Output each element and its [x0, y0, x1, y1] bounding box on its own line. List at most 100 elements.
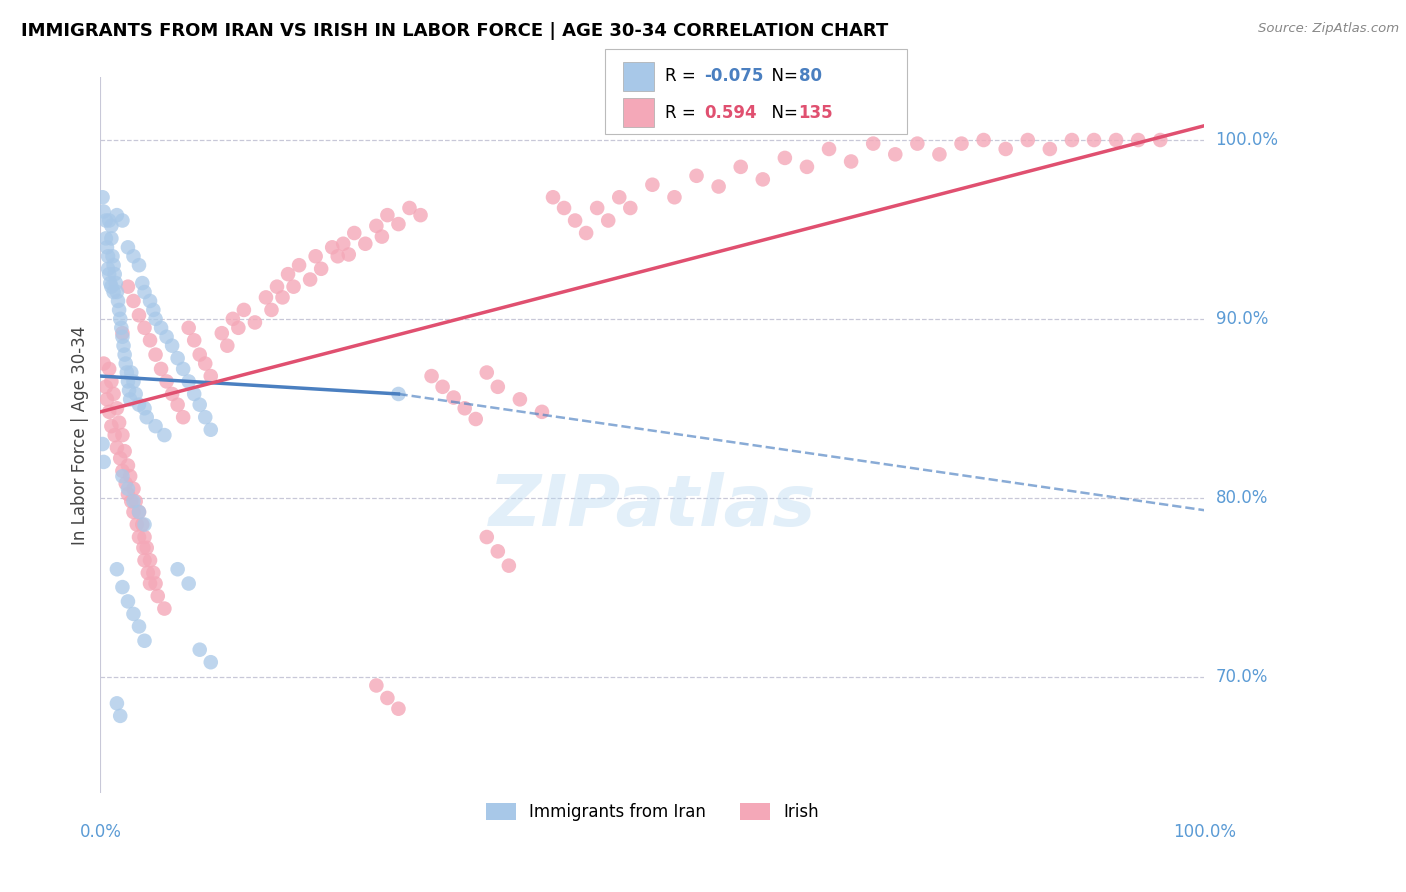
Point — [108, 302, 131, 317]
Point — [128, 505, 150, 519]
Point — [110, 320, 132, 334]
Point — [93, 204, 115, 219]
Point — [100, 375, 122, 389]
Point — [200, 423, 222, 437]
Point — [387, 217, 409, 231]
Point — [125, 494, 148, 508]
Point — [277, 267, 299, 281]
Point — [200, 369, 222, 384]
Point — [117, 458, 139, 473]
Text: 100.0%: 100.0% — [1216, 131, 1278, 149]
Point — [100, 279, 122, 293]
Point — [135, 410, 157, 425]
Point — [114, 476, 136, 491]
Point — [111, 580, 134, 594]
Point — [142, 566, 165, 580]
Point — [432, 380, 454, 394]
Point — [288, 258, 311, 272]
Text: R =: R = — [665, 67, 702, 86]
Point — [145, 311, 167, 326]
Point — [136, 566, 159, 580]
Point — [145, 419, 167, 434]
Point — [371, 229, 394, 244]
Point — [131, 517, 153, 532]
Point — [366, 219, 388, 233]
Point — [98, 276, 121, 290]
Point — [117, 240, 139, 254]
Point — [730, 160, 752, 174]
Text: 135: 135 — [799, 103, 834, 121]
Point — [103, 387, 125, 401]
Point — [905, 136, 928, 151]
Point — [128, 505, 150, 519]
Point — [818, 142, 841, 156]
Point — [91, 190, 114, 204]
Point — [155, 330, 177, 344]
Point — [122, 375, 145, 389]
Point — [128, 308, 150, 322]
Point — [100, 419, 122, 434]
Point — [122, 494, 145, 508]
Point — [950, 136, 973, 151]
Point — [222, 311, 245, 326]
Point — [973, 133, 995, 147]
Point — [110, 709, 132, 723]
Point — [160, 387, 183, 401]
Point — [134, 553, 156, 567]
Point — [839, 154, 862, 169]
Point — [243, 315, 266, 329]
Point — [146, 589, 169, 603]
Point — [366, 678, 388, 692]
Point — [228, 320, 250, 334]
Point — [377, 208, 399, 222]
Point — [200, 655, 222, 669]
Point — [166, 398, 188, 412]
Point — [1017, 133, 1039, 147]
Text: ZIPatlas: ZIPatlas — [489, 472, 815, 541]
Point — [211, 326, 233, 341]
Point — [94, 213, 117, 227]
Point — [304, 249, 326, 263]
Point — [409, 208, 432, 222]
Point — [398, 201, 420, 215]
Point — [172, 410, 194, 425]
Point — [166, 562, 188, 576]
Point — [128, 258, 150, 272]
Point — [354, 236, 377, 251]
Point — [135, 541, 157, 555]
Point — [111, 464, 134, 478]
Point — [486, 544, 509, 558]
Point — [752, 172, 775, 186]
Point — [641, 178, 664, 192]
Point — [150, 362, 173, 376]
Point — [98, 405, 121, 419]
Point — [94, 380, 117, 394]
Point — [994, 142, 1017, 156]
Point — [343, 226, 366, 240]
Point — [128, 398, 150, 412]
Point — [387, 387, 409, 401]
Point — [194, 410, 217, 425]
Point — [575, 226, 598, 240]
Point — [111, 330, 134, 344]
Point — [188, 398, 211, 412]
Point — [172, 362, 194, 376]
Point — [125, 387, 148, 401]
Point — [111, 213, 134, 227]
Y-axis label: In Labor Force | Age 30-34: In Labor Force | Age 30-34 — [72, 326, 89, 545]
Point — [105, 562, 128, 576]
Point — [177, 375, 200, 389]
Point — [111, 428, 134, 442]
Point — [232, 302, 254, 317]
Point — [183, 334, 205, 348]
Point — [120, 366, 142, 380]
Point — [155, 375, 177, 389]
Point — [486, 380, 509, 394]
Point — [114, 444, 136, 458]
Point — [564, 213, 586, 227]
Point — [553, 201, 575, 215]
Point — [530, 405, 553, 419]
Point — [139, 576, 162, 591]
Point — [598, 213, 620, 227]
Point — [98, 213, 121, 227]
